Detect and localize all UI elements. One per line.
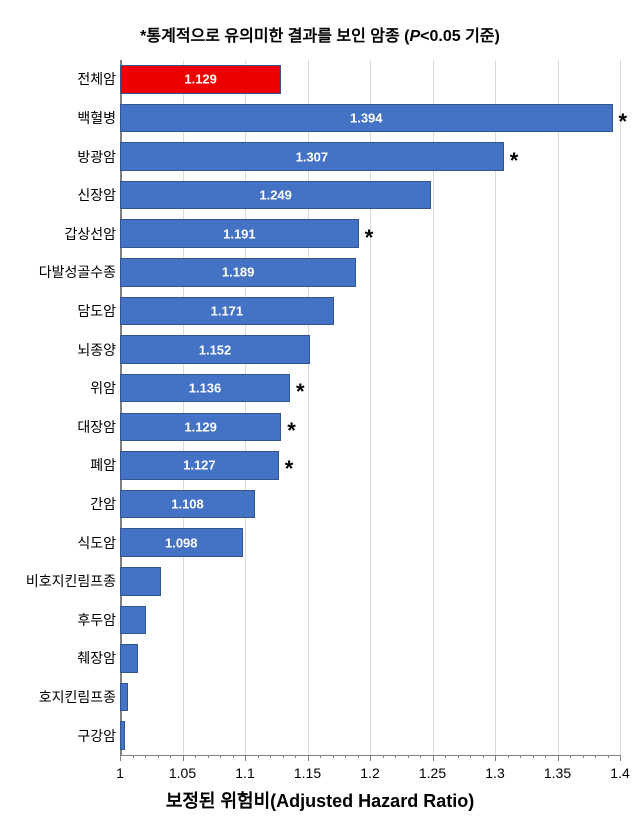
significance-marker: * <box>510 148 519 174</box>
bar-value-label: 1.129 <box>184 419 217 434</box>
significance-marker: * <box>619 109 628 135</box>
title-body: 통계적으로 유의미한 결과를 보인 암종 ( <box>146 28 409 45</box>
bar-value-label: 1.171 <box>211 303 244 318</box>
x-gridline <box>558 60 559 755</box>
y-category-label: 위암 <box>90 378 116 398</box>
x-tick-label: 1.2 <box>360 765 379 781</box>
y-category-label: 구강암 <box>77 726 116 746</box>
bar-value-label: 1.191 <box>223 226 256 241</box>
bar <box>120 683 128 712</box>
title-p: P <box>409 28 420 45</box>
bar <box>120 721 125 750</box>
y-category-label: 갑상선암 <box>64 224 116 244</box>
x-tick <box>620 755 621 761</box>
x-tick-label: 1.35 <box>544 765 571 781</box>
y-category-label: 담도암 <box>77 301 116 321</box>
bar-value-label: 1.098 <box>165 535 198 550</box>
y-category-label: 뇌종양 <box>77 340 116 360</box>
chart-title: *통계적으로 유의미한 결과를 보인 암종 (P<0.05 기준) <box>0 22 640 46</box>
x-tick-label: 1.3 <box>485 765 504 781</box>
y-category-label: 간암 <box>90 494 116 514</box>
title-suffix: <0.05 기준) <box>420 28 500 45</box>
y-category-label: 호지킨림프종 <box>39 687 116 707</box>
y-category-label: 방광암 <box>77 147 116 167</box>
bar-value-label: 1.249 <box>259 188 292 203</box>
bar <box>120 606 146 635</box>
bar-value-label: 1.152 <box>199 342 232 357</box>
x-tick-label: 1.25 <box>419 765 446 781</box>
hazard-ratio-chart: *통계적으로 유의미한 결과를 보인 암종 (P<0.05 기준) 11.051… <box>0 0 640 829</box>
y-category-label: 대장암 <box>77 417 116 437</box>
y-category-label: 췌장암 <box>77 648 116 668</box>
significance-marker: * <box>285 456 294 482</box>
significance-marker: * <box>365 225 374 251</box>
y-category-label: 후두암 <box>77 610 116 630</box>
y-category-label: 신장암 <box>77 185 116 205</box>
bar-value-label: 1.129 <box>184 72 217 87</box>
bar-value-label: 1.108 <box>171 497 204 512</box>
x-axis-line <box>120 755 620 756</box>
bar <box>120 644 138 673</box>
y-category-label: 전체암 <box>77 69 116 89</box>
x-axis-title: 보정된 위험비(Adjusted Hazard Ratio) <box>0 787 640 813</box>
y-category-label: 백혈병 <box>77 108 116 128</box>
y-category-label: 폐암 <box>90 455 116 475</box>
significance-marker: * <box>296 379 305 405</box>
bar-value-label: 1.307 <box>296 149 329 164</box>
bar-value-label: 1.394 <box>350 110 383 125</box>
x-tick-label: 1.05 <box>169 765 196 781</box>
bar <box>120 567 161 596</box>
x-gridline <box>620 60 621 755</box>
bar-value-label: 1.189 <box>222 265 255 280</box>
y-category-label: 식도암 <box>77 533 116 553</box>
x-tick-label: 1.15 <box>294 765 321 781</box>
bar-value-label: 1.127 <box>183 458 216 473</box>
x-tick-label: 1.4 <box>610 765 629 781</box>
significance-marker: * <box>287 418 296 444</box>
y-category-label: 다발성골수종 <box>39 262 116 282</box>
x-tick-label: 1 <box>116 765 124 781</box>
plot-area: 11.051.11.151.21.251.31.351.41.1291.394*… <box>120 60 620 755</box>
bar-value-label: 1.136 <box>189 381 222 396</box>
y-category-label: 비호지킨림프종 <box>26 571 116 591</box>
x-tick-label: 1.1 <box>235 765 254 781</box>
